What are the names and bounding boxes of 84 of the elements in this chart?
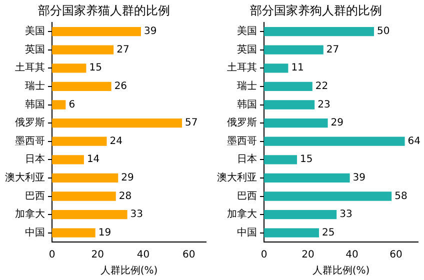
data-label: 50 — [377, 26, 390, 38]
y-tick-label: 巴西 — [237, 190, 257, 202]
bar — [264, 45, 324, 54]
bar — [264, 82, 312, 92]
y-tick-label: 巴西 — [25, 190, 45, 202]
y-tick-label: 俄罗斯 — [227, 116, 257, 129]
bar — [52, 26, 141, 36]
bar — [264, 155, 297, 164]
bar — [264, 26, 374, 36]
bar — [52, 173, 118, 183]
bar — [52, 100, 66, 110]
y-tick-label: 澳大利亚 — [5, 172, 45, 184]
data-label: 29 — [330, 118, 344, 129]
data-label: 57 — [185, 118, 198, 129]
x-tick-label: 20 — [91, 250, 104, 261]
data-label: 15 — [300, 154, 313, 166]
x-tick-label: 40 — [136, 250, 150, 261]
data-label: 24 — [110, 136, 122, 147]
bar — [264, 100, 315, 110]
data-label: 33 — [340, 209, 352, 220]
y-tick-label: 美国 — [237, 25, 257, 38]
y-tick-label: 加拿大 — [227, 208, 257, 220]
y-tick-label: 俄罗斯 — [15, 116, 45, 129]
chart-title: 部分国家养狗人群的比例 — [250, 3, 382, 18]
y-tick-label: 韩国 — [237, 98, 257, 110]
data-label: 27 — [326, 44, 340, 56]
y-tick-label: 墨西哥 — [227, 136, 257, 147]
x-tick-label: 20 — [302, 250, 314, 261]
bar — [52, 155, 84, 164]
data-label: 22 — [315, 81, 328, 92]
bar — [264, 64, 288, 73]
bar — [52, 192, 116, 201]
y-tick-label: 瑞士 — [25, 80, 45, 92]
y-tick-label: 美国 — [25, 25, 45, 38]
y-tick-label: 中国 — [25, 226, 45, 238]
y-tick-label: 土耳其 — [227, 62, 257, 74]
y-tick-label: 澳大利亚 — [217, 172, 257, 184]
data-label: 23 — [318, 99, 330, 110]
data-label: 6 — [68, 99, 76, 110]
bar — [264, 173, 350, 183]
bar — [52, 210, 128, 220]
y-tick-label: 加拿大 — [15, 208, 45, 220]
bar — [52, 64, 86, 73]
data-label: 39 — [352, 172, 366, 184]
y-tick-label: 日本 — [25, 153, 45, 166]
data-label: 26 — [114, 81, 128, 92]
data-label: 14 — [86, 154, 100, 166]
y-tick-label: 墨西哥 — [15, 136, 45, 147]
y-tick-label: 英国 — [25, 43, 45, 56]
x-tick-label: 60 — [390, 250, 402, 261]
y-tick-label: 土耳其 — [15, 62, 45, 74]
x-axis-title: 人群比例(%) — [312, 264, 370, 277]
y-tick-label: 韩国 — [25, 98, 45, 110]
x-axis-title: 人群比例(%) — [100, 264, 158, 277]
data-label: 19 — [98, 227, 112, 238]
bar — [52, 136, 107, 146]
data-label: 29 — [121, 172, 134, 184]
y-tick-label: 瑞士 — [237, 80, 257, 92]
data-label: 33 — [130, 209, 144, 220]
x-tick-label: 0 — [260, 250, 268, 261]
x-tick-label: 60 — [182, 250, 196, 261]
data-label: 11 — [291, 62, 304, 74]
y-tick-label: 英国 — [237, 43, 257, 56]
chart-title: 部分国家养猫人群的比例 — [38, 3, 170, 18]
bar — [264, 192, 392, 201]
data-label: 15 — [89, 62, 102, 74]
data-label: 25 — [322, 227, 335, 238]
bar — [52, 45, 114, 54]
y-tick-label: 中国 — [237, 226, 257, 238]
bar — [264, 118, 328, 128]
y-tick-label: 日本 — [237, 153, 257, 166]
x-tick-label: 0 — [48, 250, 56, 261]
x-tick-label: 40 — [346, 250, 358, 261]
bar — [264, 136, 405, 146]
bar — [52, 228, 96, 238]
data-label: 27 — [116, 44, 130, 56]
bar — [264, 210, 337, 220]
bar — [264, 228, 319, 238]
data-label: 58 — [394, 190, 408, 202]
data-label: 28 — [118, 190, 132, 202]
data-label: 39 — [144, 26, 157, 38]
bar — [52, 82, 112, 92]
data-label: 64 — [408, 136, 421, 147]
bar — [52, 118, 182, 128]
